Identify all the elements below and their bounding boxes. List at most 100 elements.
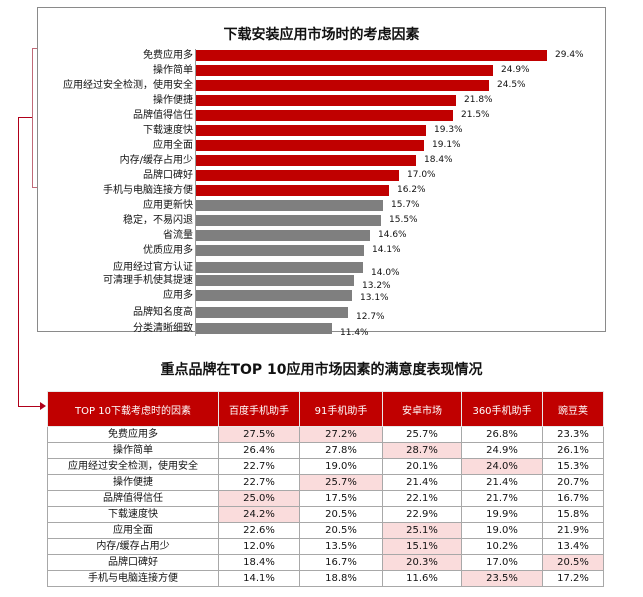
bar xyxy=(196,245,364,256)
score-cell: 20.7% xyxy=(542,474,604,491)
factor-cell: 下载速度快 xyxy=(47,506,219,523)
score-cell: 10.2% xyxy=(461,538,543,555)
score-cell: 17.2% xyxy=(542,570,604,587)
score-cell: 17.0% xyxy=(461,554,543,571)
score-cell: 26.8% xyxy=(461,426,543,443)
score-cell: 18.4% xyxy=(218,554,300,571)
score-cell: 19.0% xyxy=(299,458,383,475)
bar-value-label: 18.4% xyxy=(424,155,453,165)
bar-value-label: 12.7% xyxy=(356,312,385,322)
connector-line-h1 xyxy=(18,117,32,118)
bar-row: 应用经过官方认证 14.0% xyxy=(38,260,605,278)
score-cell: 20.5% xyxy=(542,554,604,571)
score-cell: 23.5% xyxy=(461,570,543,587)
factor-cell: 操作便捷 xyxy=(47,474,219,491)
score-cell: 24.2% xyxy=(218,506,300,523)
table-header-row: TOP 10下载考虑时的因素 百度手机助手 91手机助手 安卓市场 360手机助… xyxy=(47,391,604,427)
bar-row: 稳定，不易闪退 15.5% xyxy=(38,213,605,228)
bar-value-label: 19.3% xyxy=(434,125,463,135)
bar xyxy=(196,125,426,136)
score-cell: 24.0% xyxy=(461,458,543,475)
score-cell: 20.5% xyxy=(299,506,383,523)
bar-label: 分类清晰细致 xyxy=(133,323,193,334)
score-cell: 25.1% xyxy=(382,522,462,539)
header-91: 91手机助手 xyxy=(299,391,383,427)
score-cell: 25.7% xyxy=(299,474,383,491)
bar xyxy=(196,185,389,196)
score-cell: 21.7% xyxy=(461,490,543,507)
bar-row: 可清理手机使其提速 13.2% xyxy=(38,273,605,291)
bar-value-label: 14.6% xyxy=(378,230,407,240)
chart-title: 下载安装应用市场时的考虑因素 xyxy=(223,27,420,43)
bar-value-label: 11.4% xyxy=(340,328,369,338)
header-baidu: 百度手机助手 xyxy=(218,391,300,427)
bar-row: 应用更新快 15.7% xyxy=(38,198,605,213)
bar-row: 应用全面 19.1% xyxy=(38,138,605,153)
bar-label: 免费应用多 xyxy=(143,50,193,61)
score-cell: 25.0% xyxy=(218,490,300,507)
bar xyxy=(196,155,416,166)
bar-value-label: 29.4% xyxy=(555,50,584,60)
header-anzhuo: 安卓市场 xyxy=(382,391,462,427)
bar-value-label: 13.2% xyxy=(362,281,391,291)
bar-label: 优质应用多 xyxy=(143,245,193,256)
bar-label: 操作便捷 xyxy=(153,95,193,106)
table-row: 操作简单 26.4% 27.8% 28.7% 24.9% 26.1% xyxy=(47,442,604,459)
table-row: 应用全面 22.6% 20.5% 25.1% 19.0% 21.9% xyxy=(47,522,604,539)
bar xyxy=(196,275,354,286)
score-cell: 22.6% xyxy=(218,522,300,539)
factor-cell: 品牌口碑好 xyxy=(47,554,219,571)
score-cell: 13.5% xyxy=(299,538,383,555)
bar-value-label: 21.5% xyxy=(461,110,490,120)
score-cell: 19.0% xyxy=(461,522,543,539)
score-cell: 15.8% xyxy=(542,506,604,523)
table-title: 重点品牌在TOP 10应用市场因素的满意度表现情况 xyxy=(160,362,483,378)
score-cell: 21.4% xyxy=(461,474,543,491)
table-row: 手机与电脑连接方便 14.1% 18.8% 11.6% 23.5% 17.2% xyxy=(47,570,604,587)
bar xyxy=(196,140,424,151)
bar-label: 稳定，不易闪退 xyxy=(123,215,193,226)
score-cell: 23.3% xyxy=(542,426,604,443)
bar-row: 免费应用多 29.4% xyxy=(38,48,605,63)
bar xyxy=(196,215,381,226)
top10-bracket xyxy=(32,48,40,188)
table-row: 品牌值得信任 25.0% 17.5% 22.1% 21.7% 16.7% xyxy=(47,490,604,507)
score-cell: 24.9% xyxy=(461,442,543,459)
bar-row: 分类清晰细致 11.4% xyxy=(38,321,605,338)
factor-cell: 操作简单 xyxy=(47,442,219,459)
bar-value-label: 16.2% xyxy=(397,185,426,195)
score-cell: 22.9% xyxy=(382,506,462,523)
bar xyxy=(196,65,493,76)
bar-value-label: 14.1% xyxy=(372,245,401,255)
header-360: 360手机助手 xyxy=(461,391,543,427)
bar-row: 品牌口碑好 17.0% xyxy=(38,168,605,183)
category-axis xyxy=(195,49,196,336)
score-cell: 20.1% xyxy=(382,458,462,475)
bar xyxy=(196,95,456,106)
bar xyxy=(196,262,363,273)
bar-row: 品牌值得信任 21.5% xyxy=(38,108,605,123)
bar xyxy=(196,50,547,61)
factor-cell: 手机与电脑连接方便 xyxy=(47,570,219,587)
score-cell: 26.4% xyxy=(218,442,300,459)
bar-label: 应用经过安全检测，使用安全 xyxy=(63,80,193,91)
connector-line-h2 xyxy=(18,406,40,407)
bar-row: 应用多 13.1% xyxy=(38,288,605,303)
score-cell: 22.7% xyxy=(218,474,300,491)
bar-value-label: 17.0% xyxy=(407,170,436,180)
bar xyxy=(196,110,453,121)
score-cell: 16.7% xyxy=(542,490,604,507)
bar-label: 操作简单 xyxy=(153,65,193,76)
table-row: 操作便捷 22.7% 25.7% 21.4% 21.4% 20.7% xyxy=(47,474,604,491)
score-cell: 22.1% xyxy=(382,490,462,507)
factor-cell: 应用全面 xyxy=(47,522,219,539)
table-row: 内存/缓存占用少 12.0% 13.5% 15.1% 10.2% 13.4% xyxy=(47,538,604,555)
bar-row: 操作简单 24.9% xyxy=(38,63,605,78)
factor-cell: 内存/缓存占用少 xyxy=(47,538,219,555)
bar xyxy=(196,80,489,91)
score-cell: 28.7% xyxy=(382,442,462,459)
bar-label: 手机与电脑连接方便 xyxy=(103,185,193,196)
score-cell: 14.1% xyxy=(218,570,300,587)
score-cell: 26.1% xyxy=(542,442,604,459)
score-cell: 13.4% xyxy=(542,538,604,555)
